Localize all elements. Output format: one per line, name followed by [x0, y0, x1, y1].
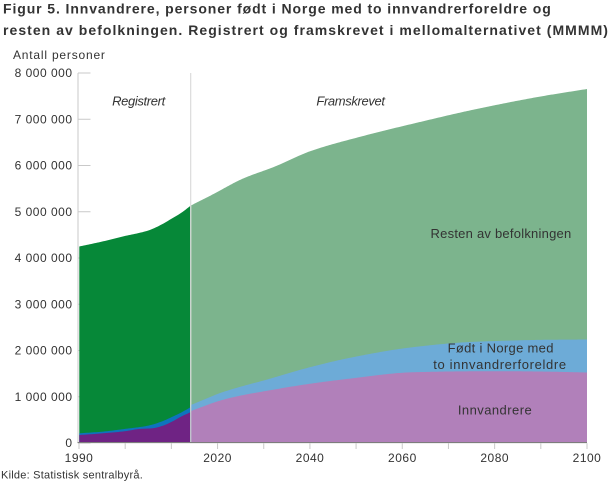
- svg-text:0: 0: [65, 436, 72, 450]
- svg-text:1990: 1990: [65, 451, 94, 465]
- svg-text:Resten av befolkningen: Resten av befolkningen: [431, 226, 572, 241]
- svg-text:Framskrevet: Framskrevet: [316, 94, 386, 109]
- svg-text:2080: 2080: [480, 451, 509, 465]
- svg-text:2 000 000: 2 000 000: [15, 344, 73, 358]
- svg-text:4 000 000: 4 000 000: [15, 251, 73, 265]
- svg-text:Figur 5. Innvandrere, personer: Figur 5. Innvandrere, personer født i No…: [3, 1, 552, 17]
- svg-text:Kilde: Statistisk sentralbyrå.: Kilde: Statistisk sentralbyrå.: [1, 470, 143, 482]
- svg-text:Født i Norge med: Født i Norge med: [448, 341, 554, 356]
- svg-text:7 000 000: 7 000 000: [15, 112, 73, 126]
- svg-text:Antall personer: Antall personer: [13, 48, 106, 62]
- svg-text:6 000 000: 6 000 000: [15, 159, 73, 173]
- svg-text:Innvandrere: Innvandrere: [458, 403, 532, 418]
- svg-text:3 000 000: 3 000 000: [15, 297, 73, 311]
- svg-text:2020: 2020: [203, 451, 232, 465]
- svg-text:2040: 2040: [296, 451, 325, 465]
- svg-text:2100: 2100: [573, 451, 602, 465]
- svg-text:to innvandrerforeldre: to innvandrerforeldre: [433, 357, 566, 372]
- svg-text:8 000 000: 8 000 000: [15, 66, 73, 80]
- svg-text:resten av befolkningen. Regist: resten av befolkningen. Registrert og fr…: [3, 22, 609, 38]
- svg-text:5 000 000: 5 000 000: [15, 205, 73, 219]
- svg-text:1 000 000: 1 000 000: [15, 390, 73, 404]
- svg-text:2060: 2060: [388, 451, 417, 465]
- svg-text:Registrert: Registrert: [112, 94, 167, 109]
